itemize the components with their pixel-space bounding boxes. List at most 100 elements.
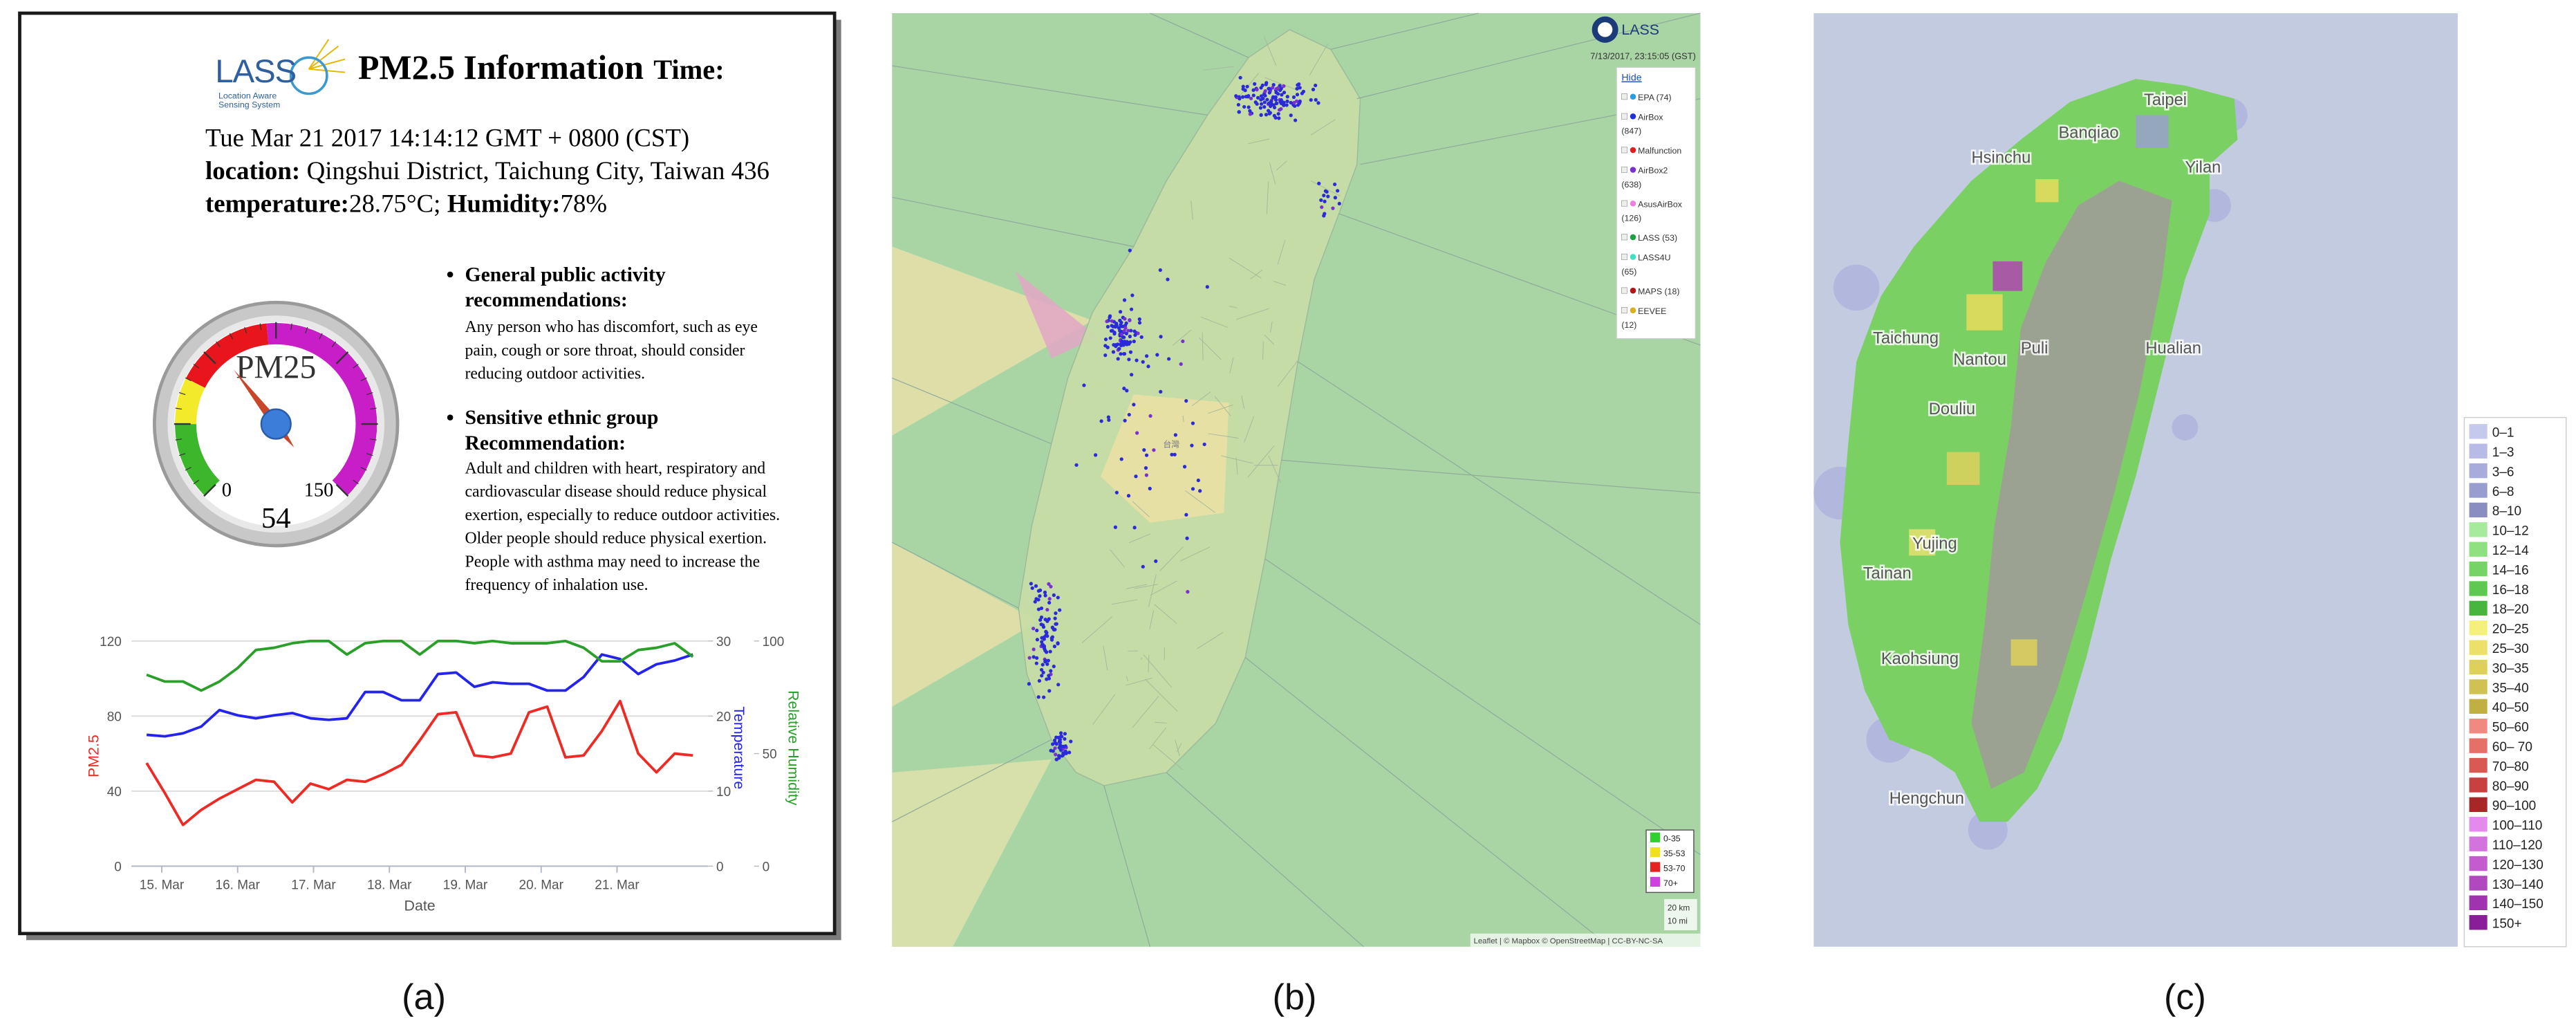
logo-name: LASS — [215, 53, 296, 90]
sensor-dot — [1108, 336, 1112, 340]
pm-cell — [1992, 261, 2023, 291]
layer-checkbox[interactable] — [1621, 200, 1628, 207]
coastal-haze — [1833, 264, 1880, 311]
sensor-dot — [1047, 582, 1051, 586]
humidity-label: Humidity: — [447, 190, 561, 218]
sensor-dot — [1039, 667, 1044, 672]
sensor-dot — [1296, 103, 1300, 107]
sensor-dot — [1133, 333, 1137, 338]
gauge-band — [175, 378, 205, 425]
voronoi-edge — [1126, 677, 1152, 686]
voronoi-edge — [1235, 457, 1238, 475]
layer-checkbox[interactable] — [1621, 147, 1628, 154]
legend-swatch — [2469, 817, 2488, 832]
legend-label: 8–10 — [2492, 504, 2521, 519]
gauge-tick — [360, 467, 367, 471]
sensor-dot — [1276, 86, 1280, 90]
sensor-dot — [1154, 559, 1158, 563]
gauge-tick — [370, 438, 377, 441]
sensor-dot — [1122, 298, 1127, 302]
sensor-dot — [1054, 611, 1058, 616]
sensor-dot — [1282, 84, 1286, 88]
sensor-dot — [1047, 674, 1051, 678]
sensor-dot — [1128, 334, 1132, 339]
layer-name: AirBox2 — [1638, 166, 1668, 176]
y3-tick-label: 100 — [763, 635, 785, 649]
voronoi-edge — [1185, 490, 1215, 513]
title-line: PM2.5 Information Time: — [358, 48, 725, 86]
layer-checkbox[interactable] — [1621, 287, 1628, 294]
sensor-dot — [1043, 660, 1047, 664]
sensor-dot — [1259, 86, 1263, 90]
voronoi-edge — [1182, 415, 1184, 423]
legend-swatch — [2469, 797, 2488, 813]
sensor-dot — [1240, 95, 1245, 99]
series-line — [146, 639, 694, 692]
gauge-tick — [319, 333, 323, 340]
gauge-tick — [335, 351, 349, 364]
sensor-dot — [1045, 634, 1049, 638]
gauge-hub — [260, 408, 292, 440]
logo-mark-inner — [1597, 22, 1613, 37]
temperature-label: temperature: — [205, 190, 349, 218]
voronoi-edge — [1155, 721, 1167, 723]
layer-checkbox[interactable] — [1621, 234, 1628, 241]
layer-name: AsusAirBox — [1638, 199, 1683, 209]
attribution-box — [1470, 933, 1701, 947]
sensor-dot — [1236, 102, 1240, 107]
sensor-dot — [1046, 658, 1050, 663]
voronoi-edge — [1309, 43, 1329, 76]
sensor-dot — [1295, 86, 1299, 91]
voronoi-edge — [1202, 332, 1204, 360]
voronoi-edge — [1177, 743, 1182, 753]
x-tick-label: 18. Mar — [367, 878, 412, 893]
layer-checkbox[interactable] — [1621, 93, 1628, 100]
sensor-dot — [1128, 350, 1133, 354]
hide-link[interactable]: Hide — [1621, 72, 1641, 83]
x-tick-label: 19. Mar — [443, 878, 488, 893]
legend-label: 150+ — [2492, 917, 2522, 932]
sensor-dot — [1298, 99, 1302, 103]
legend-label: 25–30 — [2492, 642, 2529, 656]
sensor-dot — [1108, 315, 1112, 320]
layer-panel — [1616, 66, 1696, 340]
sensor-dot — [1184, 399, 1188, 403]
x-tick-label: 21. Mar — [595, 878, 640, 893]
sensor-dot — [1267, 91, 1271, 95]
sensor-dot — [1122, 351, 1127, 356]
layer-checkbox[interactable] — [1621, 166, 1628, 173]
sensor-dot — [1041, 670, 1045, 674]
voronoi-edge — [1192, 391, 1211, 407]
sensor-dot — [1040, 623, 1045, 627]
layer-color — [1630, 147, 1636, 154]
voronoi-edge — [1244, 657, 1611, 948]
map-region — [892, 542, 1038, 707]
sensor-dot — [1293, 118, 1298, 122]
voronoi-edge — [1145, 678, 1178, 712]
layer-name: AirBox — [1638, 113, 1663, 122]
sensor-dot — [1132, 340, 1136, 344]
layer-checkbox[interactable] — [1621, 113, 1628, 120]
sensor-dot — [1105, 324, 1110, 329]
sensor-dot — [1296, 83, 1300, 87]
voronoi-edge — [1149, 610, 1155, 629]
sensor-dot — [1047, 600, 1052, 605]
sensor-dot — [1242, 104, 1247, 109]
coastal-haze — [2172, 414, 2199, 441]
humidity: 78% — [561, 190, 608, 218]
level-label: 35-53 — [1663, 849, 1686, 858]
recommendation-text: pain, cough or sore throat, should consi… — [465, 342, 745, 360]
place-label: Yilan — [2185, 158, 2221, 177]
sensor-dot — [1058, 608, 1062, 612]
legend-label: 110–120 — [2492, 838, 2543, 853]
voronoi-edge — [1241, 396, 1245, 409]
layer-checkbox[interactable] — [1621, 253, 1628, 260]
sensor-dot — [1326, 194, 1330, 199]
layer-checkbox[interactable] — [1621, 307, 1628, 314]
sensor-dot — [1158, 268, 1162, 273]
y3-tick-label: 0 — [763, 860, 770, 874]
sensor-dot — [1295, 93, 1300, 97]
sensor-dot — [1050, 625, 1055, 629]
gauge-min: 0 — [222, 480, 232, 501]
sensor-dot — [1179, 362, 1183, 366]
